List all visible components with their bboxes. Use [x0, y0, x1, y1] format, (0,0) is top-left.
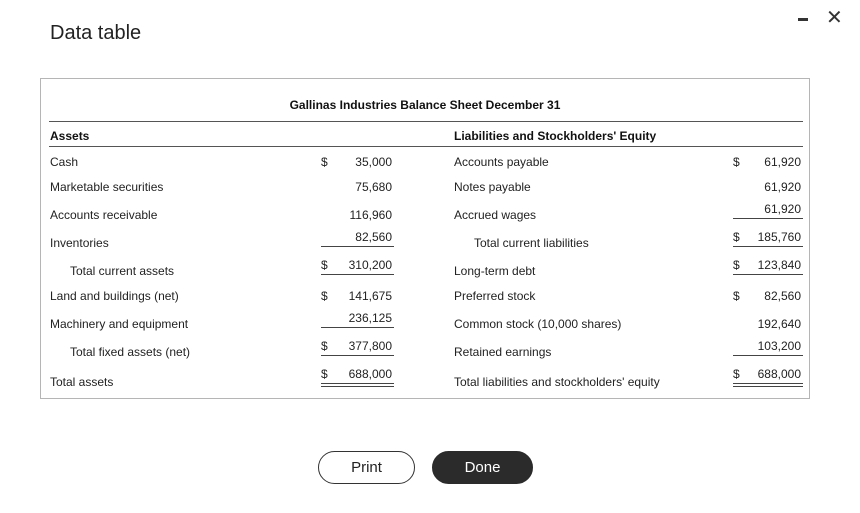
dollar-sign: $	[321, 367, 328, 381]
liability-value-common-stock: 192,640	[757, 317, 801, 331]
dollar-sign: $	[733, 289, 740, 303]
dialog-title: Data table	[50, 22, 142, 44]
minimize-icon[interactable]	[796, 8, 810, 28]
liability-value-long-term-debt: 123,840	[757, 258, 801, 272]
asset-value-land-and-buildings: 141,675	[348, 289, 392, 303]
asset-value-marketable-securities: 75,680	[355, 180, 392, 194]
asset-label-total-current-assets: Total current assets	[70, 264, 175, 278]
asset-value-machinery-and-equipment: 236,125	[348, 311, 392, 325]
header-rule	[49, 121, 803, 122]
subtotal-underline	[321, 327, 394, 328]
liability-value-accrued-wages: 61,920	[764, 202, 801, 216]
close-icon[interactable]: ✕	[826, 7, 843, 29]
asset-label-machinery-and-equipment: Machinery and equipment	[50, 317, 189, 331]
asset-label-accounts-receivable: Accounts receivable	[50, 208, 158, 222]
liability-label-retained-earnings: Retained earnings	[454, 345, 552, 359]
liability-label-accrued-wages: Accrued wages	[454, 208, 537, 222]
asset-label-marketable-securities: Marketable securities	[50, 180, 164, 194]
liability-label-notes-payable: Notes payable	[454, 180, 531, 194]
liability-label-total-current-liabilities: Total current liabilities	[474, 236, 589, 250]
asset-label-land-and-buildings: Land and buildings (net)	[50, 289, 179, 303]
total-double-underline	[321, 383, 394, 387]
balance-sheet-table: Gallinas Industries Balance Sheet Decemb…	[40, 78, 810, 399]
liability-value-total-current-liabilities: 185,760	[757, 230, 801, 244]
liability-value-notes-payable: 61,920	[764, 180, 801, 194]
dollar-sign: $	[733, 155, 740, 169]
dollar-sign: $	[321, 258, 328, 272]
asset-value-total-current-assets: 310,200	[348, 258, 392, 272]
liability-label-preferred-stock: Preferred stock	[454, 289, 536, 303]
liabilities-header: Liabilities and Stockholders' Equity	[454, 129, 657, 143]
asset-value-cash: 35,000	[355, 155, 392, 169]
assets-header: Assets	[50, 129, 90, 143]
asset-label-total-assets: Total assets	[50, 375, 114, 389]
done-button[interactable]: Done	[432, 451, 533, 484]
dollar-sign: $	[733, 230, 740, 244]
liability-label-long-term-debt: Long-term debt	[454, 264, 536, 278]
liability-label-common-stock: Common stock (10,000 shares)	[454, 317, 622, 331]
liability-label-total-liabilities-equity: Total liabilities and stockholders' equi…	[454, 375, 660, 389]
subtotal-underline	[733, 218, 803, 219]
dollar-sign: $	[321, 289, 328, 303]
total-double-underline	[733, 383, 803, 387]
subtotal-underline	[733, 355, 803, 356]
dollar-sign: $	[321, 339, 328, 353]
subtotal-underline	[321, 274, 394, 275]
dollar-sign: $	[733, 367, 740, 381]
print-button[interactable]: Print	[318, 451, 415, 484]
asset-value-accounts-receivable: 116,960	[349, 208, 393, 222]
header-rule	[49, 146, 803, 147]
sheet-title: Gallinas Industries Balance Sheet Decemb…	[289, 98, 561, 112]
dollar-sign: $	[321, 155, 328, 169]
dollar-sign: $	[733, 258, 740, 272]
liability-value-preferred-stock: 82,560	[764, 289, 801, 303]
subtotal-underline	[321, 355, 394, 356]
asset-value-total-assets: 688,000	[348, 367, 392, 381]
liability-value-accounts-payable: 61,920	[764, 155, 801, 169]
asset-value-inventories: 82,560	[355, 230, 392, 244]
liability-value-total-liabilities-equity: 688,000	[757, 367, 801, 381]
asset-label-inventories: Inventories	[50, 236, 109, 250]
liability-label-accounts-payable: Accounts payable	[454, 155, 549, 169]
subtotal-underline	[733, 246, 803, 247]
asset-label-cash: Cash	[50, 155, 79, 169]
subtotal-underline	[733, 274, 803, 275]
asset-value-total-fixed-assets: 377,800	[348, 339, 392, 353]
asset-label-total-fixed-assets: Total fixed assets (net)	[70, 345, 191, 359]
subtotal-underline	[321, 246, 394, 247]
liability-value-retained-earnings: 103,200	[757, 339, 801, 353]
